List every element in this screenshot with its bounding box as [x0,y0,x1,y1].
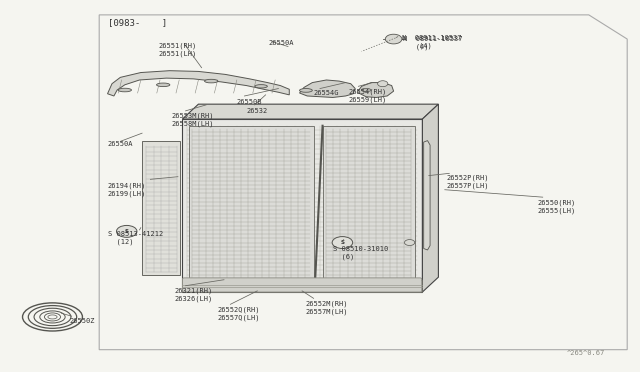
Ellipse shape [300,89,312,92]
Text: 26552M(RH)
26557M(LH): 26552M(RH) 26557M(LH) [306,301,348,315]
Text: N  08911-10537
    (4): N 08911-10537 (4) [402,35,461,49]
Circle shape [116,225,137,237]
Text: 26552Q(RH)
26557Q(LH): 26552Q(RH) 26557Q(LH) [218,307,260,321]
Text: 26550B: 26550B [237,99,262,105]
Circle shape [385,34,402,44]
Text: 26554G: 26554G [314,90,339,96]
Text: 26550(RH)
26555(LH): 26550(RH) 26555(LH) [538,199,576,214]
Text: 26550A: 26550A [108,141,133,147]
Text: S 08510-31010
  (6): S 08510-31010 (6) [333,246,388,260]
Text: 26552P(RH)
26557P(LH): 26552P(RH) 26557P(LH) [447,175,489,189]
Ellipse shape [361,89,371,92]
Polygon shape [189,126,314,286]
Text: 26550Z: 26550Z [69,318,95,324]
Circle shape [378,81,388,87]
Polygon shape [422,104,438,292]
Polygon shape [424,141,430,250]
Polygon shape [300,80,355,97]
Polygon shape [182,280,422,292]
Polygon shape [182,119,422,292]
Ellipse shape [157,83,170,87]
Text: 26321(RH)
26326(LH): 26321(RH) 26326(LH) [174,287,212,302]
Text: 26553M(RH)
26558M(LH): 26553M(RH) 26558M(LH) [172,112,214,127]
Text: ^265^0.67: ^265^0.67 [566,350,605,356]
Ellipse shape [255,84,268,88]
Text: 26194(RH)
26199(LH): 26194(RH) 26199(LH) [108,182,146,197]
Polygon shape [323,126,415,286]
Text: S: S [340,240,344,245]
Polygon shape [108,71,289,96]
Text: 26550A: 26550A [269,40,294,46]
Text: N  08911-10537
   (4): N 08911-10537 (4) [403,36,463,50]
FancyBboxPatch shape [182,278,422,292]
Text: [0983-    ]: [0983- ] [108,19,166,28]
Circle shape [404,240,415,246]
Ellipse shape [118,88,131,92]
Text: S 08513-41212
  (12): S 08513-41212 (12) [108,231,163,246]
Text: S: S [125,229,129,234]
Text: 26551(RH)
26551(LH): 26551(RH) 26551(LH) [159,43,197,57]
Circle shape [332,237,353,248]
Polygon shape [182,104,438,119]
Polygon shape [142,141,180,275]
Polygon shape [357,83,394,97]
Text: 26532: 26532 [246,108,268,114]
Text: 26554(RH)
26559(LH): 26554(RH) 26559(LH) [349,89,387,103]
Ellipse shape [205,79,218,83]
